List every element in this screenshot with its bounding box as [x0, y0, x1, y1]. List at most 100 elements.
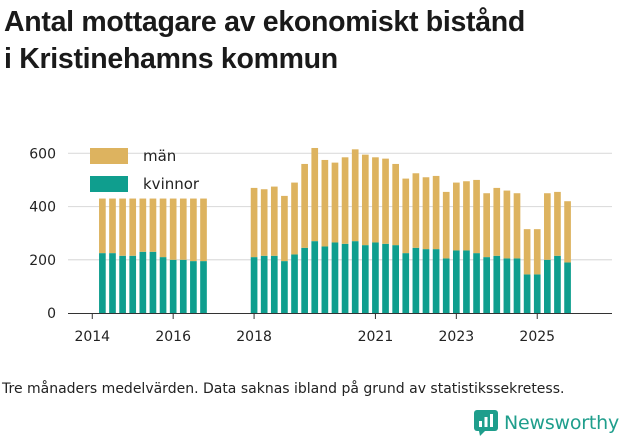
bar-kvinnor — [351, 241, 359, 313]
bar-man — [483, 193, 490, 258]
bar-man — [109, 198, 116, 254]
bar-man — [311, 147, 319, 242]
legend-label-man: män — [143, 147, 176, 165]
bar-man — [119, 198, 126, 256]
bar-man — [200, 198, 207, 262]
x-tick-label: 2016 — [155, 329, 191, 345]
bar-man — [281, 195, 288, 262]
bar-man — [291, 182, 298, 255]
bar-man — [331, 162, 339, 243]
bar-kvinnor — [291, 254, 298, 313]
bar-kvinnor — [493, 255, 501, 313]
bar-man — [321, 159, 329, 247]
bar-kvinnor — [190, 261, 197, 313]
bar-man — [260, 189, 268, 256]
bar-man — [179, 198, 187, 260]
bar-kvinnor — [412, 247, 420, 313]
bar-kvinnor — [452, 250, 460, 313]
bar-man — [523, 229, 531, 275]
axis-layer: 0 200 400 600 2014 2016 2018 2021 2023 2025 — [29, 146, 612, 345]
x-tick-label: 2025 — [519, 329, 555, 345]
legend-label-kvinnor: kvinnor — [143, 175, 200, 193]
bar-kvinnor — [321, 246, 329, 313]
bar-kvinnor — [513, 258, 521, 313]
bar-man — [99, 198, 106, 254]
bar-man — [361, 154, 369, 246]
bar-man — [139, 198, 147, 252]
bar-kvinnor — [159, 257, 167, 313]
bar-man — [372, 157, 379, 243]
bar-kvinnor — [523, 274, 531, 313]
bar-kvinnor — [270, 255, 278, 313]
bar-man — [392, 163, 399, 246]
legend-swatch-kvinnor — [90, 176, 128, 192]
bar-kvinnor — [169, 259, 177, 313]
bar-kvinnor — [149, 251, 157, 313]
bar-kvinnor — [361, 245, 369, 313]
legend: män kvinnor — [90, 147, 200, 193]
bar-man — [382, 158, 389, 244]
bar-layer — [99, 147, 571, 313]
bar-kvinnor — [483, 257, 490, 313]
bar-kvinnor — [311, 241, 319, 313]
bar-man — [412, 173, 420, 248]
bar-kvinnor — [392, 245, 399, 313]
bar-man — [169, 198, 177, 260]
x-tick-label: 2014 — [74, 329, 110, 345]
bar-kvinnor — [503, 258, 511, 313]
bar-man — [513, 193, 521, 259]
bar-man — [493, 187, 501, 256]
bar-man — [564, 201, 571, 263]
newsworthy-logo[interactable]: Newsworthy — [474, 408, 619, 438]
bar-man — [442, 191, 450, 259]
bar-kvinnor — [533, 274, 541, 313]
bar-man — [432, 175, 440, 250]
x-tick-label: 2021 — [358, 329, 394, 345]
bar-man — [301, 163, 308, 248]
bar-kvinnor — [442, 258, 450, 313]
newsworthy-logo-icon — [474, 410, 498, 436]
bar-kvinnor — [372, 242, 379, 313]
bar-man — [503, 190, 511, 259]
bar-kvinnor — [432, 249, 440, 313]
y-tick-label: 200 — [29, 253, 56, 269]
bar-kvinnor — [554, 255, 561, 313]
bar-kvinnor — [301, 247, 308, 313]
y-tick-label: 0 — [47, 306, 56, 322]
bar-kvinnor — [422, 249, 430, 313]
bar-man — [554, 191, 561, 256]
bar-man — [351, 149, 359, 242]
x-tick-label: 2023 — [439, 329, 475, 345]
bar-man — [544, 193, 551, 260]
bar-kvinnor — [341, 243, 349, 313]
chart-title-line2: i Kristinehamns kommun — [4, 43, 338, 75]
bar-kvinnor — [109, 253, 116, 313]
legend-swatch-man — [90, 148, 128, 164]
bar-man — [341, 157, 349, 244]
bar-kvinnor — [402, 253, 410, 313]
bar-kvinnor — [473, 253, 480, 313]
bar-man — [533, 229, 541, 275]
bar-kvinnor — [179, 259, 187, 313]
bar-man — [149, 198, 157, 252]
bar-kvinnor — [331, 242, 339, 313]
bar-man — [250, 187, 258, 258]
bar-kvinnor — [200, 261, 207, 313]
bar-kvinnor — [119, 255, 126, 313]
bar-man — [270, 186, 278, 256]
bar-man — [159, 198, 167, 258]
bar-kvinnor — [250, 257, 258, 313]
y-tick-label: 400 — [29, 200, 56, 216]
bar-kvinnor — [99, 253, 106, 313]
x-tick-label: 2018 — [236, 329, 272, 345]
bar-kvinnor — [260, 255, 268, 313]
bar-man — [463, 181, 470, 251]
bar-man — [402, 178, 410, 254]
bar-man — [422, 177, 430, 250]
bar-kvinnor — [139, 251, 147, 313]
bar-kvinnor — [564, 262, 571, 313]
bar-man — [129, 198, 137, 256]
chart-title-line1: Antal mottagare av ekonomiskt bistånd — [4, 6, 526, 38]
bar-kvinnor — [463, 250, 470, 313]
